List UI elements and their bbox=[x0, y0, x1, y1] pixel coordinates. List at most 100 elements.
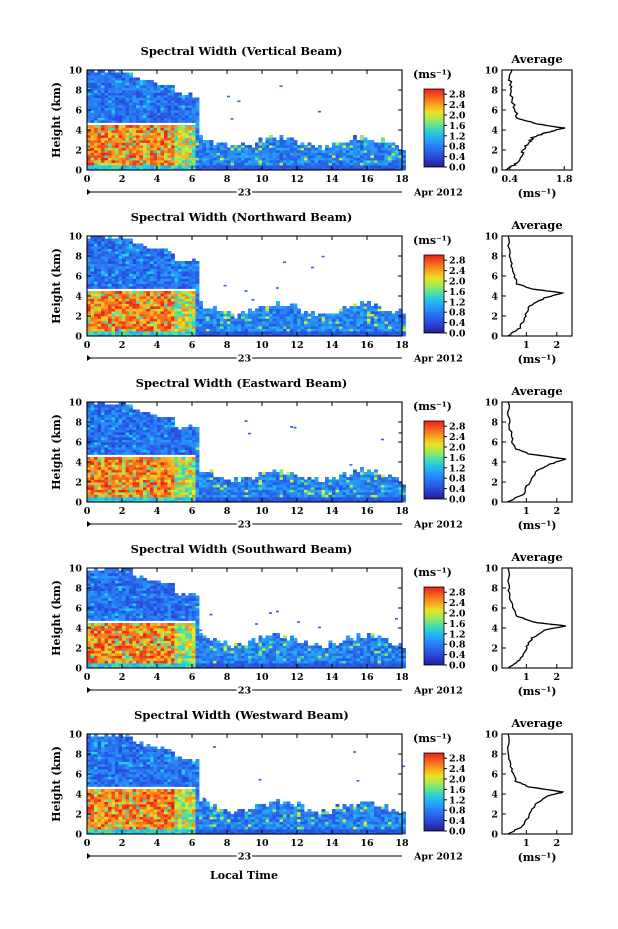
heatmap-cell bbox=[104, 301, 109, 304]
heatmap-cell bbox=[185, 484, 189, 488]
heatmap-cell bbox=[132, 437, 137, 440]
heatmap-cell bbox=[90, 281, 95, 284]
heatmap-cell bbox=[94, 157, 98, 161]
heatmap-cell bbox=[185, 155, 189, 158]
heatmap-cell bbox=[146, 308, 151, 312]
heatmap-cell bbox=[318, 157, 322, 161]
heatmap-cell bbox=[188, 152, 193, 156]
heatmap-cell bbox=[167, 323, 172, 327]
heatmap-cell bbox=[192, 469, 196, 473]
heatmap-cell bbox=[374, 306, 378, 309]
heatmap-cell bbox=[104, 112, 109, 116]
heatmap-cell bbox=[146, 147, 151, 151]
heatmap-cell bbox=[370, 140, 375, 143]
heatmap-cell bbox=[90, 155, 95, 158]
heatmap-cell bbox=[139, 444, 144, 448]
heatmap-cell bbox=[377, 318, 382, 322]
heatmap-cell bbox=[237, 484, 242, 488]
heatmap-cell bbox=[97, 494, 102, 498]
heatmap-cell bbox=[181, 152, 186, 156]
heatmap-cell bbox=[188, 484, 193, 488]
heatmap-cell bbox=[136, 464, 140, 468]
heatmap-cell bbox=[202, 316, 207, 319]
heatmap-cell bbox=[87, 90, 91, 93]
heatmap-cell bbox=[108, 326, 112, 329]
heatmap-cell bbox=[269, 311, 273, 314]
heatmap-cell bbox=[94, 97, 98, 101]
heatmap-cell bbox=[178, 130, 182, 133]
heatmap-cell bbox=[150, 135, 154, 138]
heatmap-cell bbox=[104, 306, 109, 309]
heatmap-cell bbox=[87, 130, 91, 133]
heatmap-cell bbox=[150, 261, 154, 264]
heatmap-cell bbox=[132, 492, 137, 495]
heatmap-cell bbox=[101, 303, 105, 307]
heatmap-cell bbox=[157, 147, 161, 151]
heatmap-cell bbox=[356, 318, 361, 322]
heatmap-cell bbox=[143, 87, 147, 91]
heatmap-cell bbox=[139, 251, 144, 254]
heatmap-cell bbox=[213, 311, 217, 314]
heatmap-cell bbox=[192, 452, 196, 455]
heatmap-cell bbox=[192, 296, 196, 299]
heatmap-cell bbox=[293, 311, 298, 314]
heatmap-cell bbox=[381, 167, 385, 171]
heatmap-cell bbox=[353, 150, 357, 153]
heatmap-cell bbox=[311, 321, 315, 324]
heatmap-cell bbox=[160, 100, 165, 103]
heatmap-cell bbox=[227, 487, 231, 490]
heatmap-cell bbox=[90, 80, 95, 83]
heatmap-cell bbox=[293, 160, 298, 163]
heatmap-cell bbox=[90, 449, 95, 453]
heatmap-cell bbox=[150, 449, 154, 453]
heatmap-cell bbox=[311, 316, 315, 319]
heatmap-cell bbox=[94, 318, 98, 322]
heatmap-cell bbox=[192, 278, 196, 282]
heatmap-cell bbox=[153, 301, 158, 304]
heatmap-cell bbox=[328, 150, 333, 153]
heatmap-cell bbox=[349, 140, 354, 143]
heatmap-cell bbox=[146, 326, 151, 329]
heatmap-cell bbox=[122, 487, 126, 490]
average-profile-line bbox=[507, 235, 565, 337]
heatmap-cell bbox=[363, 321, 368, 324]
heatmap-cell bbox=[209, 140, 214, 143]
heatmap-cell bbox=[188, 492, 193, 495]
heatmap-cell bbox=[101, 331, 105, 334]
heatmap-cell bbox=[136, 301, 140, 304]
heatmap-cell bbox=[90, 266, 95, 269]
heatmap-cell bbox=[150, 494, 154, 498]
heatmap-cell bbox=[293, 331, 298, 334]
heatmap-cell bbox=[174, 323, 179, 327]
heatmap-cell bbox=[356, 323, 361, 327]
heatmap-cell bbox=[216, 326, 221, 329]
heatmap-cell bbox=[227, 331, 231, 334]
heatmap-cell bbox=[192, 489, 196, 493]
heatmap-cell bbox=[374, 323, 378, 327]
heatmap-cell bbox=[157, 102, 161, 106]
average-y-tick-label: 0 bbox=[491, 332, 498, 343]
heatmap-cell bbox=[136, 102, 140, 106]
heatmap-cell bbox=[370, 162, 375, 166]
heatmap-cell bbox=[244, 162, 249, 166]
heatmap-cell bbox=[206, 472, 210, 475]
heatmap-cell bbox=[122, 402, 126, 405]
heatmap-cell bbox=[192, 472, 196, 475]
heatmap-cell bbox=[192, 434, 196, 438]
heatmap-cell bbox=[129, 150, 133, 153]
heatmap-cell bbox=[234, 145, 238, 148]
heatmap-cell bbox=[185, 449, 189, 453]
heatmap-cell bbox=[213, 157, 217, 161]
heatmap-cell bbox=[153, 469, 158, 473]
heatmap-cell bbox=[97, 140, 102, 143]
plot-frame bbox=[86, 235, 403, 337]
heatmap-cell bbox=[111, 241, 116, 244]
heatmap-cell bbox=[118, 127, 123, 131]
heatmap-cell bbox=[202, 160, 207, 163]
heatmap-cell bbox=[279, 85, 283, 87]
heatmap-cell bbox=[101, 241, 105, 244]
heatmap-cell bbox=[185, 429, 189, 433]
heatmap-cell bbox=[167, 145, 172, 148]
heatmap-cell bbox=[360, 313, 364, 317]
heatmap-cell bbox=[139, 115, 144, 118]
